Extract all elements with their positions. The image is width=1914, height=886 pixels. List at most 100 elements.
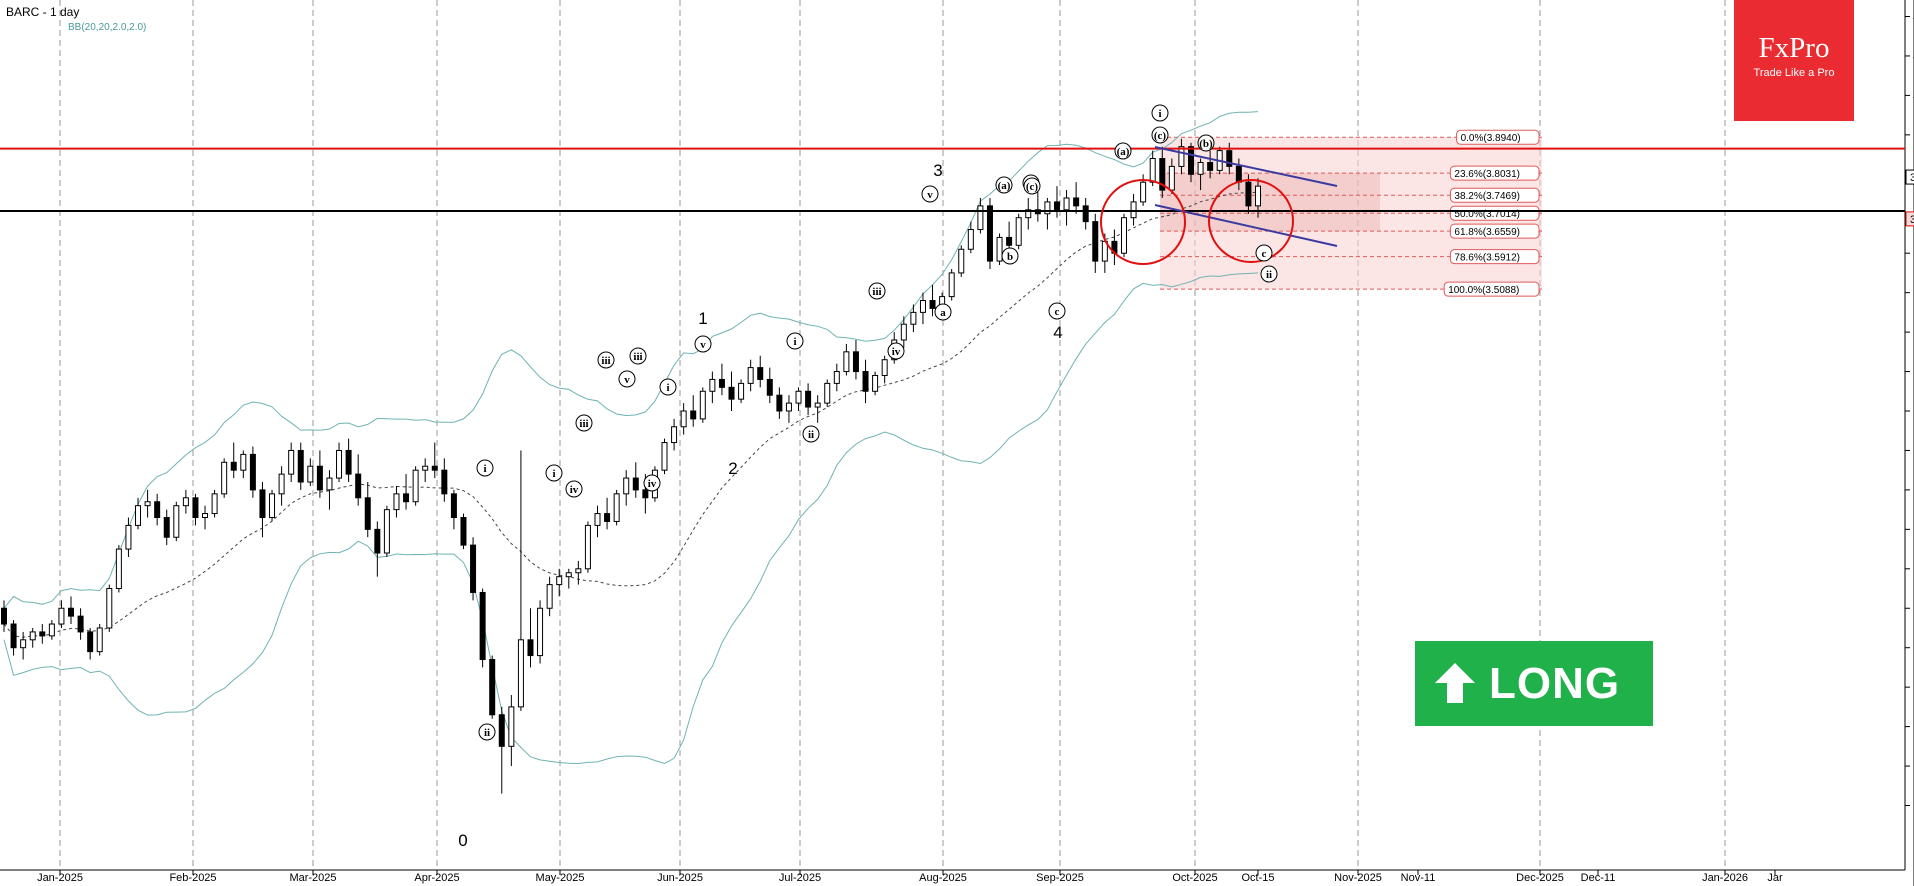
fib-label: 61.8%(3.6559) — [1454, 227, 1520, 238]
wave-circle-label: v — [927, 189, 933, 201]
candle-body — [872, 374, 879, 392]
price-label: 3.7930 — [1910, 172, 1914, 184]
x-tick-label: Oct-2025 — [1172, 872, 1217, 884]
logo-tagline: Trade Like a Pro — [1753, 67, 1835, 79]
candle-body — [594, 513, 601, 526]
candle-body — [297, 449, 304, 483]
wave-circle — [1048, 302, 1066, 320]
candle-body — [604, 513, 611, 522]
candle-body — [422, 465, 429, 471]
axes: Jan-2025 Feb-2025 Mar-2025 Apr-2025 May-2025… — [37, 12, 1914, 884]
wave-circle — [565, 480, 583, 498]
candle-body — [316, 465, 323, 491]
fib-label-box — [1443, 281, 1540, 297]
candle-body — [517, 639, 524, 708]
candle-body — [575, 568, 582, 574]
candle-body — [202, 513, 209, 519]
wave-label: 0 — [458, 831, 467, 850]
candle-body — [355, 473, 362, 499]
wave-circle-label: (c) — [1026, 181, 1039, 193]
candle-body — [671, 426, 678, 444]
wave-circle-label: i — [552, 468, 555, 480]
price-label-box — [1905, 211, 1914, 227]
candle-body — [556, 576, 563, 586]
candle-body — [613, 493, 620, 522]
candle-body — [814, 402, 821, 408]
wave-circle — [786, 332, 804, 350]
candle-body — [1235, 165, 1242, 183]
fib-label-box — [1449, 165, 1540, 181]
candle-body — [58, 607, 65, 625]
channel-upper-line — [1154, 146, 1338, 187]
candle-body — [1073, 197, 1080, 207]
wave-circle-label: i — [1158, 108, 1161, 120]
wave-circle — [1001, 247, 1019, 265]
candle-body — [68, 607, 75, 617]
candle-body — [278, 473, 285, 495]
candle-body — [269, 493, 276, 519]
candle-body — [135, 505, 142, 526]
indicator-label: BB(20,20,2.0,2.0) — [68, 22, 147, 33]
wave-circle — [1151, 104, 1169, 122]
logo-brand: FxPro — [1758, 32, 1830, 64]
wave-circle — [921, 185, 939, 203]
candle-body — [326, 477, 333, 491]
candle-body — [1159, 158, 1166, 191]
wave-circle — [1151, 126, 1169, 144]
candle-body — [393, 493, 400, 511]
candle-body — [173, 505, 180, 538]
candle-body — [1149, 158, 1156, 183]
wave-circle-label: c — [1262, 248, 1267, 260]
candle-body — [699, 390, 706, 420]
candle-body — [1092, 221, 1099, 262]
candle-body — [154, 501, 161, 519]
candle-body — [776, 394, 783, 412]
highlight-circle — [1208, 179, 1294, 263]
wave-circle — [629, 347, 647, 365]
candle-body — [403, 493, 410, 503]
candle-body — [364, 497, 371, 530]
candle-body — [87, 631, 94, 653]
wave-circle-label: iii — [601, 355, 610, 367]
candle-body — [1140, 181, 1147, 203]
highlight-circle — [1100, 179, 1186, 265]
fxpro-logo: FxPro Trade Like a Pro — [1734, 0, 1854, 121]
wave-circle — [478, 723, 496, 741]
wave-circle-label: (b) — [1199, 138, 1213, 150]
candle-body — [77, 615, 84, 633]
fib-label: 50.0%(3.7014) — [1454, 209, 1520, 220]
candle-body — [470, 544, 477, 593]
candle-body — [881, 359, 888, 376]
wave-circle — [618, 370, 636, 388]
wave-circle-label: b — [1007, 251, 1013, 263]
candle-body — [230, 461, 237, 471]
candle-body — [1006, 236, 1013, 246]
candle-body — [795, 390, 802, 404]
x-tick-label: May-2025 — [536, 872, 585, 884]
candle-body — [1120, 217, 1127, 254]
candle-body — [1025, 209, 1032, 219]
wave-circle — [934, 303, 952, 321]
candle-body — [307, 465, 314, 483]
candle-body — [1187, 146, 1194, 175]
signal-label: LONG — [1489, 659, 1621, 708]
lower-band — [3, 272, 1259, 765]
wave-circle-label: (c) — [1154, 130, 1167, 142]
wave-circle — [1260, 265, 1278, 283]
candle-body — [728, 386, 735, 400]
wave-circle-label: ii — [808, 429, 814, 441]
candle-body — [48, 623, 55, 637]
candle-body — [10, 623, 17, 649]
candle-body — [1, 607, 7, 625]
fib-zone-core — [1160, 173, 1380, 232]
x-tick-label: Feb-2025 — [169, 872, 216, 884]
candle-body — [115, 548, 122, 590]
wave-circle-label: (a) — [1117, 146, 1130, 158]
wave-circle-label: a — [940, 307, 946, 319]
fib-label-box — [1449, 223, 1540, 239]
candle-body — [996, 236, 1003, 262]
upper-band — [3, 111, 1259, 609]
candle-body — [211, 493, 218, 515]
wave-circle-label: (a) — [998, 180, 1011, 192]
